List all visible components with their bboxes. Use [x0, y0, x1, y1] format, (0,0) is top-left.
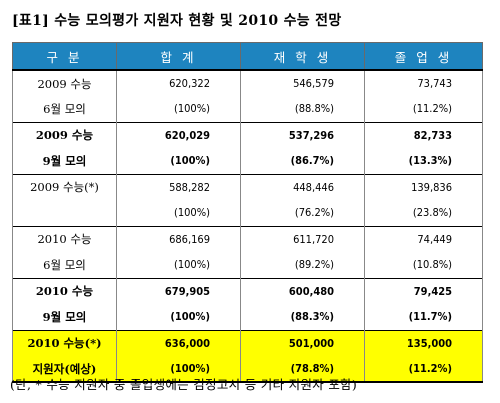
table-row: (100%) (76.2%) (23.8%) [12, 200, 483, 226]
cell-enrolled: 448,446 [240, 173, 365, 200]
table-row: 2009 수능 620,029 537,296 82,733 [12, 121, 483, 148]
cell-enrolled: 600,480 [240, 277, 365, 304]
cell-total: (100%) [116, 96, 241, 122]
table-row: 6월 모의 (100%) (88.8%) (11.2%) [12, 96, 483, 122]
header-graduates: 졸 업 생 [364, 42, 483, 71]
cell-enrolled: (88.3%) [240, 304, 365, 330]
cell-enrolled: (88.8%) [240, 96, 365, 122]
cell-total: 636,000 [116, 329, 241, 356]
row-label: 2010 수능(*) [12, 329, 117, 356]
row-label: 9월 모의 [12, 304, 117, 330]
cell-total: 588,282 [116, 173, 241, 200]
cell-graduates: 73,743 [364, 69, 483, 96]
applicant-status-table: 구 분 합 계 재 학 생 졸 업 생 2009 수능 620,322 546,… [12, 42, 483, 383]
table-row: 2009 수능(*) 588,282 448,446 139,836 [12, 173, 483, 200]
table-caption: [표1] 수능 모의평가 지원자 현황 및 2010 수능 전망 [12, 13, 342, 29]
cell-total: 620,029 [116, 121, 241, 148]
cell-graduates: 135,000 [364, 329, 483, 356]
row-label: 6월 모의 [12, 96, 117, 122]
cell-total: 686,169 [116, 225, 241, 252]
table-header-row: 구 분 합 계 재 학 생 졸 업 생 [12, 42, 483, 71]
cell-enrolled: 501,000 [240, 329, 365, 356]
cell-total: (100%) [116, 304, 241, 330]
table-row: 지원자(예상) (100%) (78.8%) (11.2%) [12, 356, 483, 383]
cell-graduates: (10.8%) [364, 252, 483, 278]
cell-graduates: 74,449 [364, 225, 483, 252]
table-row: 2010 수능(*) 636,000 501,000 135,000 [12, 329, 483, 356]
footnote: (단, * 수능 지원자 중 졸업생에는 검정고시 등 기타 지원자 포함) [10, 377, 358, 392]
cell-graduates: (23.8%) [364, 200, 483, 226]
header-enrolled: 재 학 생 [240, 42, 365, 71]
cell-total: (100%) [116, 200, 241, 226]
cell-graduates: (11.2%) [364, 96, 483, 122]
cell-total: 620,322 [116, 69, 241, 96]
cell-total: (100%) [116, 252, 241, 278]
table-row: 6월 모의 (100%) (89.2%) (10.8%) [12, 252, 483, 278]
table-row: 9월 모의 (100%) (86.7%) (13.3%) [12, 148, 483, 174]
cell-total: 679,905 [116, 277, 241, 304]
cell-enrolled: (78.8%) [240, 356, 365, 383]
row-label [12, 200, 117, 226]
table-row: 2010 수능 679,905 600,480 79,425 [12, 277, 483, 304]
cell-graduates: (11.2%) [364, 356, 483, 383]
row-label: 2010 수능 [12, 277, 117, 304]
cell-enrolled: 546,579 [240, 69, 365, 96]
cell-graduates: 82,733 [364, 121, 483, 148]
row-label: 9월 모의 [12, 148, 117, 174]
row-label: 2009 수능 [12, 69, 117, 96]
row-label: 2010 수능 [12, 225, 117, 252]
header-total: 합 계 [116, 42, 241, 71]
table-row: 2010 수능 686,169 611,720 74,449 [12, 225, 483, 252]
cell-enrolled: (89.2%) [240, 252, 365, 278]
cell-enrolled: 537,296 [240, 121, 365, 148]
table-row: 2009 수능 620,322 546,579 73,743 [12, 69, 483, 96]
cell-enrolled: 611,720 [240, 225, 365, 252]
table-row: 9월 모의 (100%) (88.3%) (11.7%) [12, 304, 483, 330]
cell-graduates: 79,425 [364, 277, 483, 304]
cell-graduates: 139,836 [364, 173, 483, 200]
row-label: 6월 모의 [12, 252, 117, 278]
cell-graduates: (13.3%) [364, 148, 483, 174]
cell-graduates: (11.7%) [364, 304, 483, 330]
row-label: 2009 수능 [12, 121, 117, 148]
cell-total: (100%) [116, 148, 241, 174]
cell-enrolled: (76.2%) [240, 200, 365, 226]
header-category: 구 분 [12, 42, 117, 71]
cell-total: (100%) [116, 356, 241, 383]
cell-enrolled: (86.7%) [240, 148, 365, 174]
row-label: 지원자(예상) [12, 356, 117, 383]
row-label: 2009 수능(*) [12, 173, 117, 200]
